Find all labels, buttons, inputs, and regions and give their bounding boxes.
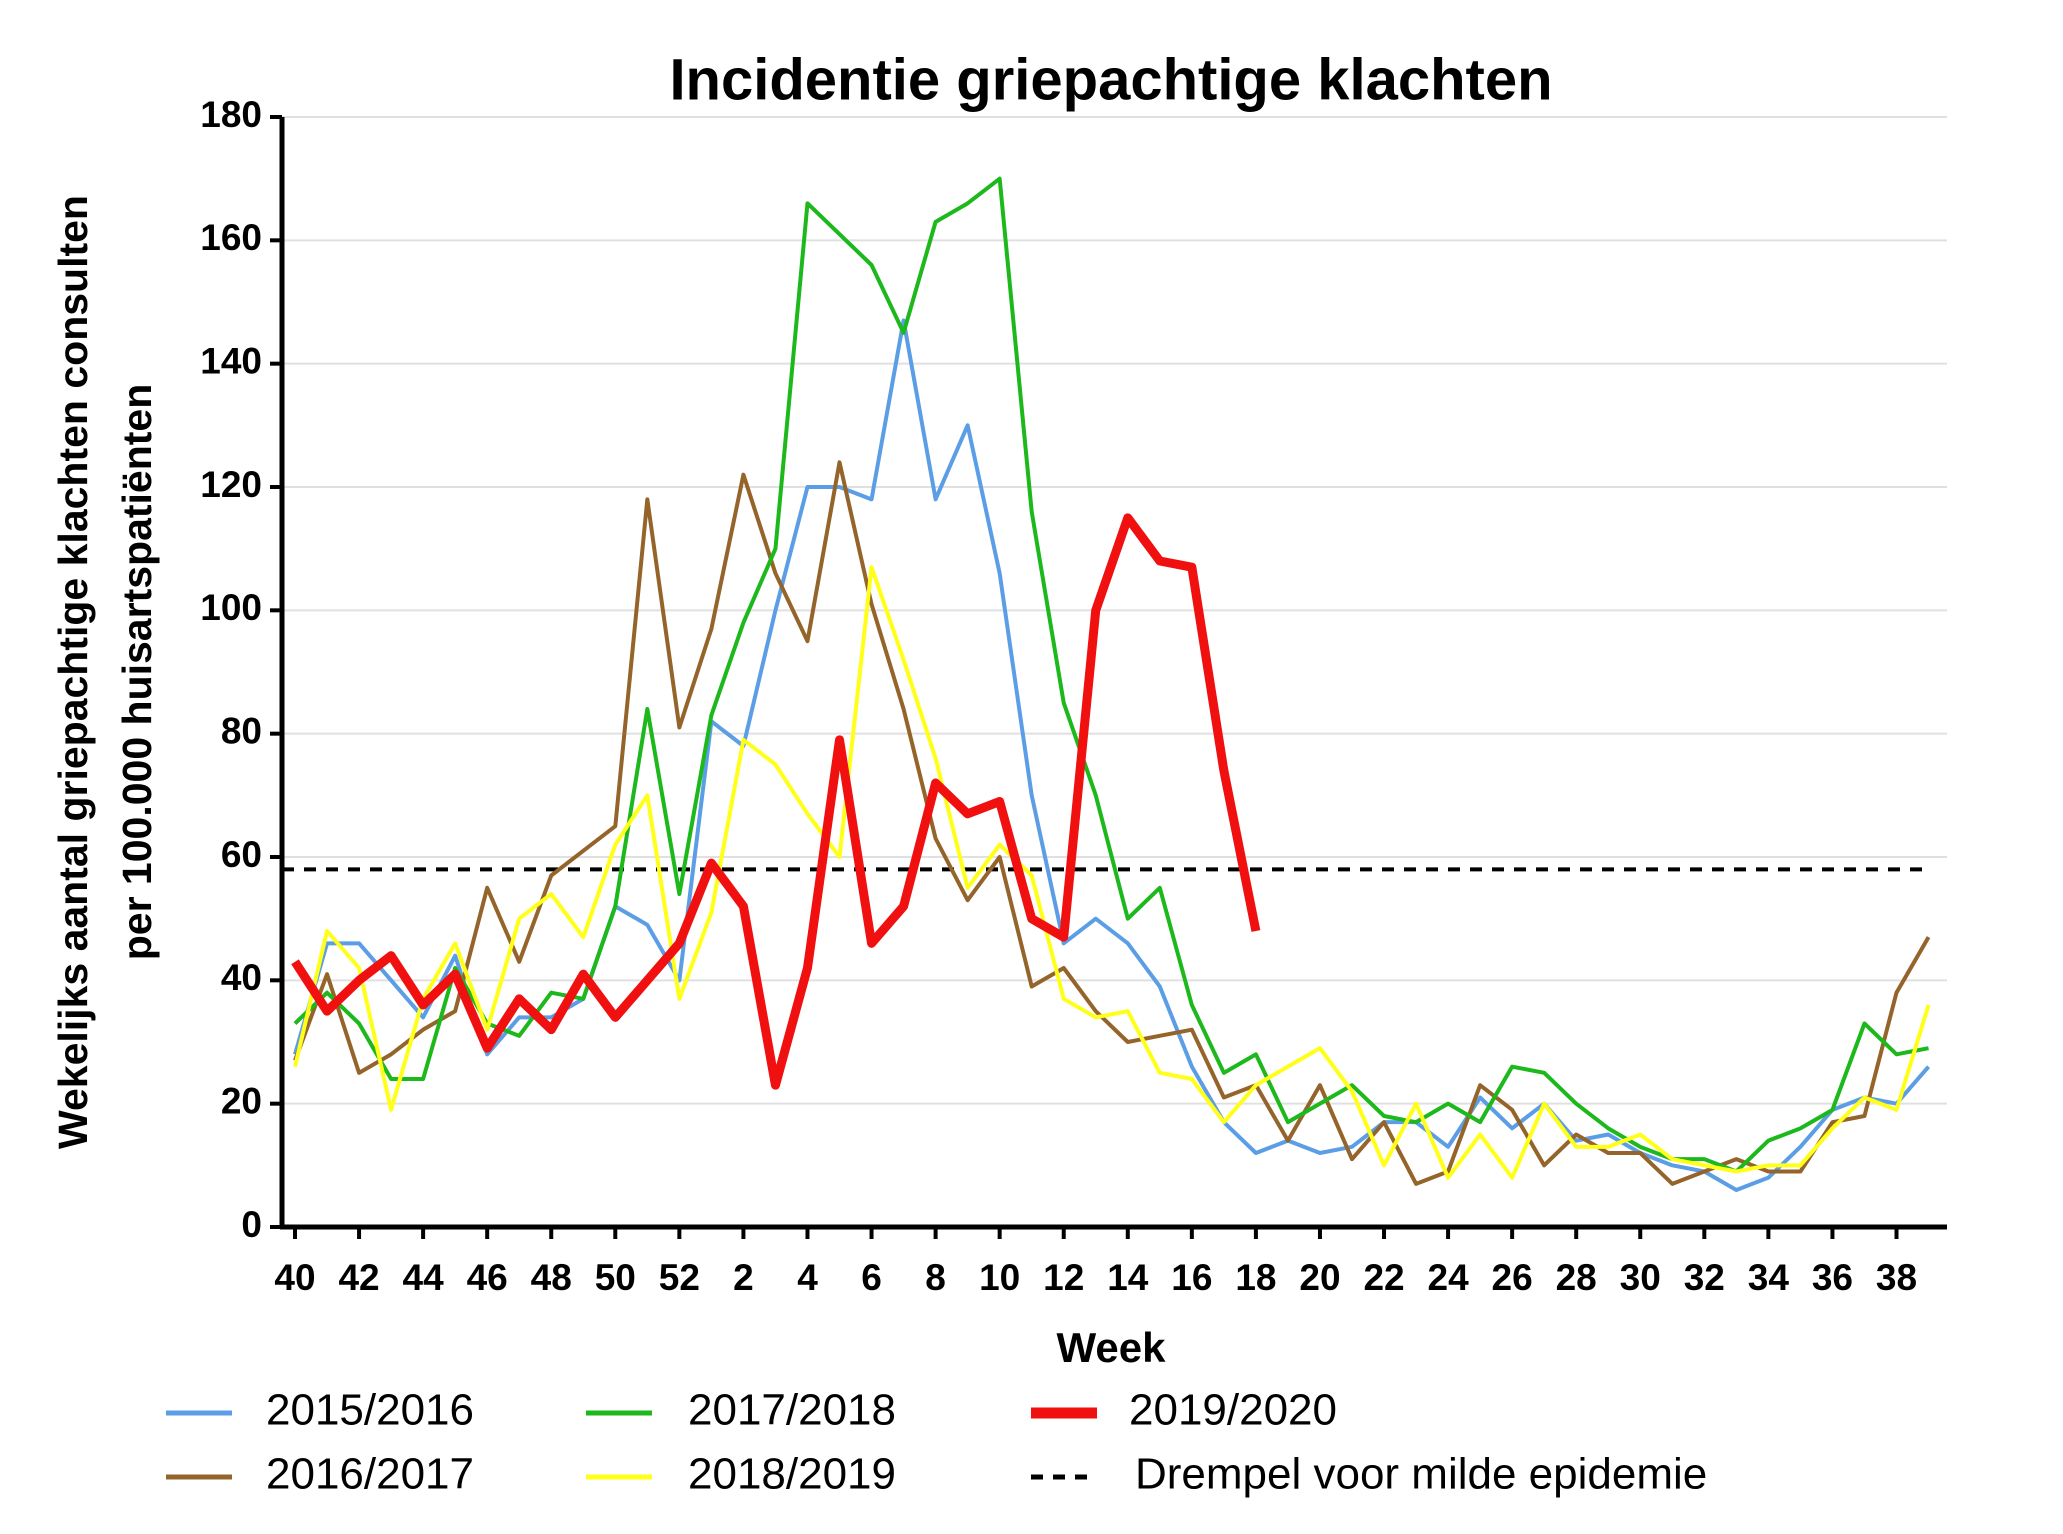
chart-title: Incidentie griepachtige klachten (669, 47, 1552, 112)
x-tick-label: 14 (1107, 1257, 1149, 1298)
x-tick-label: 46 (467, 1257, 508, 1298)
y-tick-label: 0 (241, 1204, 262, 1245)
x-tick-label: 24 (1428, 1257, 1470, 1298)
legend-label: 2017/2018 (688, 1386, 896, 1435)
x-tick-label: 42 (338, 1257, 379, 1298)
x-tick-label: 44 (403, 1257, 445, 1298)
series-line (293, 460, 1931, 1186)
x-tick-label: 48 (531, 1257, 572, 1298)
x-tick-label: 16 (1171, 1257, 1212, 1298)
y-axis-label: per 100.000 huisartspatiënten (114, 384, 160, 961)
x-tick-label: 34 (1748, 1257, 1790, 1298)
x-tick-label: 38 (1876, 1257, 1917, 1298)
x-tick-label: 20 (1299, 1257, 1340, 1298)
y-tick-label: 40 (221, 957, 262, 998)
x-tick-label: 10 (979, 1257, 1020, 1298)
legend-label: 2019/2020 (1129, 1386, 1337, 1435)
series-line (293, 565, 1931, 1180)
x-tick-label: 36 (1812, 1257, 1853, 1298)
legend-label: 2018/2019 (688, 1450, 896, 1499)
x-tick-label: 22 (1363, 1257, 1404, 1298)
x-tick-label: 2 (733, 1257, 754, 1298)
y-tick-label: 180 (200, 94, 262, 135)
x-tick-label: 12 (1043, 1257, 1084, 1298)
legend-label: Drempel voor milde epidemie (1135, 1450, 1707, 1499)
x-tick-label: 6 (861, 1257, 882, 1298)
y-tick-label: 160 (200, 217, 262, 258)
y-tick-label: 120 (200, 464, 262, 505)
x-tick-label: 50 (595, 1257, 636, 1298)
x-tick-label: 18 (1235, 1257, 1276, 1298)
x-tick-label: 8 (925, 1257, 946, 1298)
x-tick-label: 40 (274, 1257, 315, 1298)
y-tick-label: 60 (221, 834, 262, 875)
x-tick-label: 26 (1492, 1257, 1533, 1298)
x-axis-label: Week (1057, 1324, 1167, 1371)
legend-label: 2016/2017 (266, 1450, 474, 1499)
y-tick-label: 80 (221, 710, 262, 751)
x-tick-label: 4 (797, 1257, 818, 1298)
y-tick-label: 100 (200, 587, 262, 628)
series-line (293, 318, 1931, 1192)
x-tick-label: 32 (1684, 1257, 1725, 1298)
y-axis-label: Wekelijks aantal griepachtige klachten c… (50, 195, 96, 1149)
x-tick-label: 52 (659, 1257, 700, 1298)
legend-label: 2015/2016 (266, 1386, 474, 1435)
y-tick-label: 20 (221, 1080, 262, 1121)
x-tick-label: 30 (1620, 1257, 1661, 1298)
series-line (291, 513, 1261, 1090)
y-tick-label: 140 (200, 340, 262, 381)
x-tick-label: 28 (1556, 1257, 1597, 1298)
